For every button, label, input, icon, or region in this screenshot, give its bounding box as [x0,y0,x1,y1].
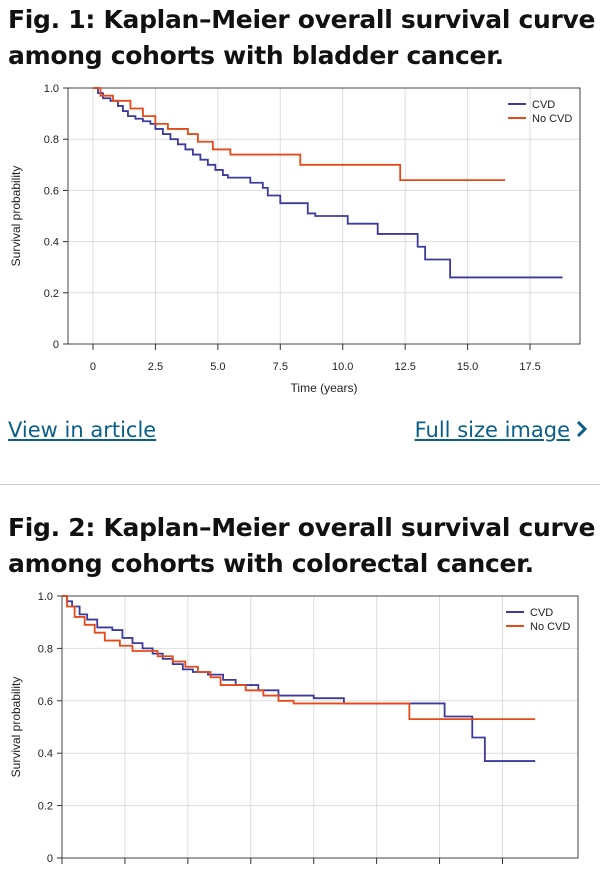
figure-1-links: View in article Full size image [0,418,600,454]
full-size-image-link[interactable]: Full size image [415,418,588,442]
y-tick-label: 1.0 [38,591,53,603]
y-tick-label: 0 [47,853,53,865]
y-tick-label: 0.6 [44,185,59,197]
x-tick-label: 15.0 [457,361,478,373]
x-tick-label: 12.5 [394,361,415,373]
survival-line-no-cvd [92,87,506,182]
survival-line-cvd [92,87,563,279]
figure-1-chart: 0 0.2 0.4 0.6 0.8 1.0 0 2.5 5.0 7.5 10.0 12.5 15.0 17… [9,83,581,395]
x-tick-label: 2.5 [148,361,163,373]
y-tick-label: 0.8 [44,134,59,146]
x-tick-label: 10.0 [332,361,353,373]
x-tick-label: 5.0 [210,361,225,373]
full-size-image-label: Full size image [414,418,570,442]
view-in-article-link[interactable]: View in article [8,418,157,442]
y-tick-label: 1.0 [44,83,59,95]
x-tick-label: 7.5 [273,361,288,373]
y-tick-label: 0.6 [38,696,53,708]
x-axis-label: Time (years) [291,381,358,395]
legend-label: CVD [530,607,553,619]
survival-line-no-cvd [62,595,536,721]
y-axis-label: Survival probability [9,166,23,267]
x-tick-label: 17.5 [519,361,540,373]
y-tick-label: 0.8 [38,643,53,655]
x-tick-label: 0 [90,361,96,373]
figure-2-title: Fig. 2: Kaplan–Meier overall survival cu… [8,513,596,578]
plot-frame [67,87,581,345]
legend-label: No CVD [532,113,572,125]
y-tick-label: 0.4 [44,237,59,249]
y-tick-label: 0 [53,339,59,351]
plot-frame [61,595,579,859]
section-divider [0,484,600,485]
figure-1-title: Fig. 1: Kaplan–Meier overall survival cu… [8,5,596,70]
legend-label: No CVD [530,621,570,633]
survival-line-cvd [62,595,536,762]
y-axis-label: Survival probability [9,677,23,778]
y-tick-label: 0.4 [38,748,53,760]
figure-2-chart: 0 0.2 0.4 0.6 0.8 1.0 Survival probability CVD N… [9,591,579,865]
y-tick-label: 0.2 [44,288,59,300]
y-tick-label: 0.2 [38,801,53,813]
chevron-right-icon [576,418,588,442]
legend-label: CVD [532,99,555,111]
